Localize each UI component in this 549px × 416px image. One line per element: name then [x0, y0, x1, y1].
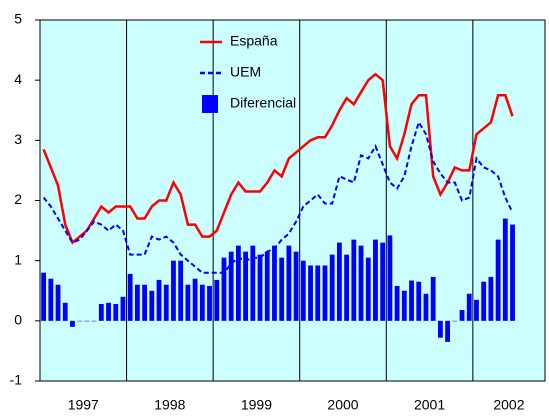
bar [55, 284, 61, 321]
bar [120, 296, 126, 321]
bar [113, 303, 119, 321]
bar [91, 320, 97, 322]
bar [48, 278, 54, 321]
bar [329, 254, 335, 321]
bar [62, 302, 68, 321]
bar [156, 279, 162, 321]
bar [466, 293, 472, 321]
bar [243, 251, 249, 321]
bar [149, 290, 155, 321]
bar [221, 257, 227, 321]
y-tick-label: 1 [14, 251, 22, 267]
bar [192, 278, 198, 321]
bar [502, 218, 508, 321]
bar [171, 260, 176, 321]
x-tick-label: 2000 [327, 397, 358, 413]
bar [387, 235, 393, 321]
bar [250, 245, 256, 321]
bar [308, 265, 313, 321]
bar [214, 279, 220, 321]
bar [373, 239, 378, 321]
bar [365, 257, 371, 321]
bar [481, 281, 487, 321]
bar [488, 276, 494, 321]
bar [199, 284, 205, 321]
bar [495, 239, 501, 321]
bar [235, 245, 241, 321]
bar [84, 320, 90, 322]
bar [437, 320, 443, 338]
bar [178, 260, 184, 321]
bar [380, 242, 386, 321]
bar [336, 242, 342, 321]
y-tick-label: 3 [14, 131, 22, 147]
bar [257, 254, 263, 321]
bar [358, 245, 364, 321]
bar [300, 260, 306, 321]
bar [228, 251, 234, 321]
bar [279, 257, 285, 321]
bar [401, 290, 407, 321]
y-tick-label: 4 [14, 71, 22, 87]
bar [459, 310, 465, 321]
bar [445, 320, 451, 342]
legend-swatch [202, 95, 218, 113]
x-tick-label: 2002 [493, 397, 524, 413]
bar [77, 320, 83, 322]
bar [409, 280, 414, 321]
y-tick-label: 2 [14, 191, 22, 207]
bar [452, 320, 458, 322]
bar [163, 284, 169, 321]
line-0 [42, 72, 514, 245]
bar [41, 272, 47, 321]
y-tick-label: 0 [14, 312, 22, 328]
bar [70, 320, 75, 327]
bar [272, 245, 277, 321]
bar [106, 302, 111, 321]
y-tick-label: -1 [10, 372, 23, 388]
bar [293, 251, 299, 321]
bar [286, 245, 292, 321]
bar [98, 303, 104, 321]
bar [430, 276, 436, 321]
y-tick-label: 5 [14, 11, 22, 27]
bar [510, 224, 515, 321]
bar [142, 284, 148, 321]
bar [344, 254, 350, 321]
legend-label: España [230, 33, 278, 49]
x-tick-label: 1999 [241, 397, 272, 413]
legend-label: Diferencial [230, 95, 296, 111]
bar [322, 265, 328, 321]
bar [394, 285, 400, 321]
bar [207, 285, 212, 321]
bar [264, 251, 270, 321]
bar [423, 293, 429, 321]
x-tick-label: 2001 [414, 397, 445, 413]
x-tick-label: 1997 [68, 397, 99, 413]
bar [134, 284, 140, 321]
bar [474, 299, 479, 321]
plot-border [39, 19, 546, 382]
x-tick-label: 1998 [154, 397, 185, 413]
bar [315, 265, 321, 321]
line-1 [42, 119, 514, 274]
bar [351, 239, 357, 321]
plot-area [40, 20, 545, 381]
bar [185, 284, 191, 321]
bar [416, 281, 422, 321]
bar [127, 273, 133, 321]
legend-label: UEM [230, 64, 261, 80]
